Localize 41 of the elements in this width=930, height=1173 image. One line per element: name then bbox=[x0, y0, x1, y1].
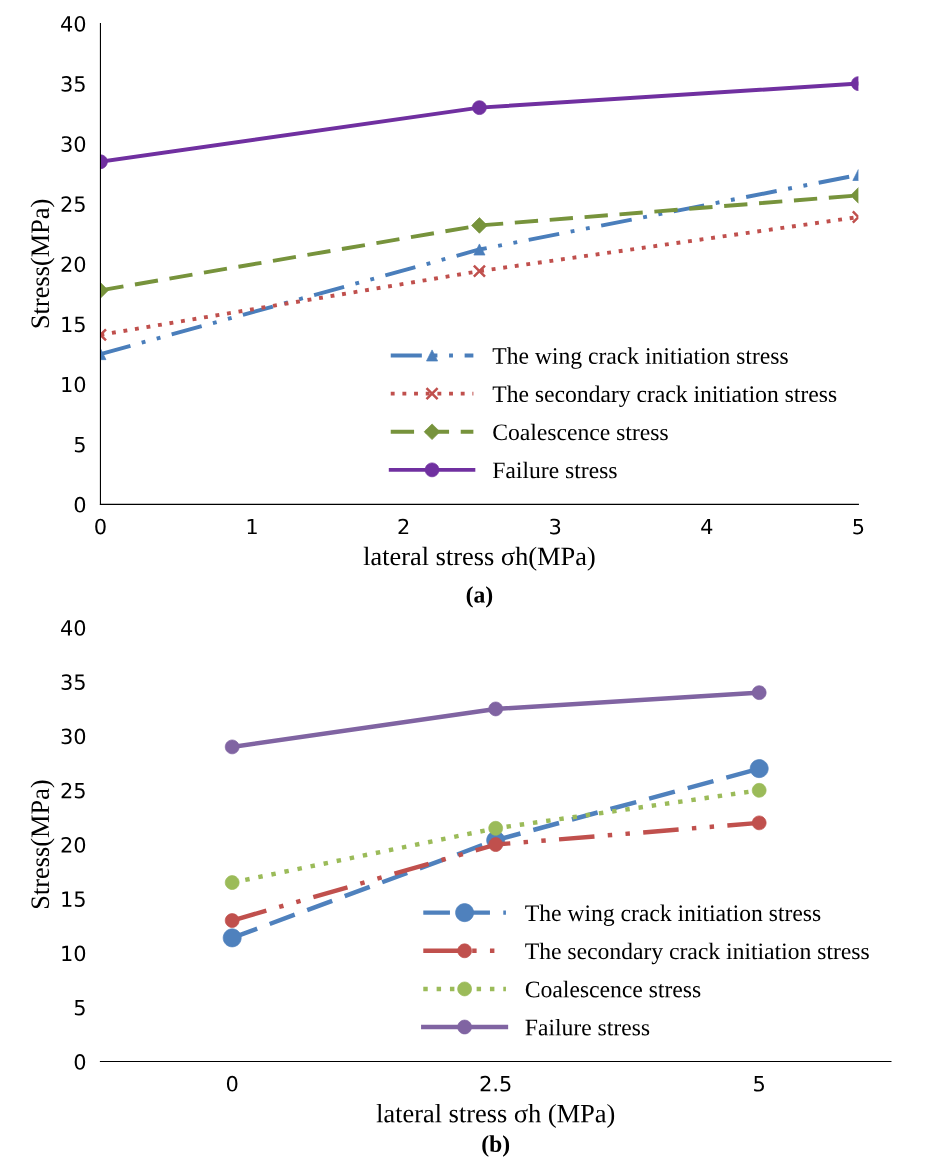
x-tick-label: 5 bbox=[754, 1076, 764, 1092]
y-tick-label: 35 bbox=[61, 674, 85, 691]
y-axis-title: Stress(MPa) bbox=[30, 780, 55, 909]
x-tick-label: 4 bbox=[701, 518, 713, 535]
x-tick-label: 2.5 bbox=[480, 1075, 511, 1092]
x-axis-title: lateral stress σh(MPa) bbox=[363, 546, 595, 571]
y-tick-label: 15 bbox=[62, 891, 85, 908]
x-tick-label: 2 bbox=[398, 518, 409, 535]
y-tick-label: 20 bbox=[61, 256, 86, 273]
x-tick-label: 5 bbox=[853, 518, 864, 535]
y-tick-label: 30 bbox=[61, 136, 86, 152]
y-tick-label: 0 bbox=[74, 496, 86, 513]
y-tick-label: 10 bbox=[62, 376, 86, 393]
y-tick-label: 10 bbox=[62, 945, 86, 962]
x-axis-title: lateral stress σh (MPa) bbox=[376, 1103, 615, 1128]
x-tick-label: 3 bbox=[550, 518, 561, 535]
legend-label: The wing crack initiation stress bbox=[525, 904, 821, 926]
y-tick-label: 40 bbox=[61, 620, 86, 636]
y-tick-label: 20 bbox=[61, 837, 86, 853]
y-tick-label: 30 bbox=[61, 728, 86, 745]
legend-label: The wing crack initiation stress bbox=[492, 347, 788, 369]
y-tick-label: 0 bbox=[74, 1054, 86, 1070]
legend-label: The secondary crack initiation stress bbox=[492, 385, 837, 407]
y-tick-label: 25 bbox=[61, 196, 85, 213]
legend-label: Coalescence stress bbox=[493, 423, 668, 441]
text: (a) bbox=[466, 586, 493, 608]
y-tick-label: 5 bbox=[74, 1000, 85, 1016]
y-tick-label: 35 bbox=[61, 76, 85, 92]
x-tick-label: 0 bbox=[95, 518, 106, 535]
text: (b) bbox=[482, 1135, 510, 1157]
legend-label: Failure stress bbox=[525, 1018, 650, 1036]
x-tick-label: 0 bbox=[226, 1075, 238, 1092]
legend-label: The secondary crack initiation stress bbox=[525, 942, 869, 965]
y-tick-label: 40 bbox=[61, 15, 86, 32]
y-tick-label: 5 bbox=[74, 437, 85, 453]
x-tick-label: 1 bbox=[247, 518, 257, 535]
y-tick-label: 25 bbox=[61, 782, 85, 799]
y-tick-label: 15 bbox=[62, 316, 85, 333]
legend-label: Coalescence stress bbox=[525, 980, 701, 998]
y-axis-title: Stress(MPa) bbox=[30, 199, 55, 328]
legend-label: Failure stress bbox=[492, 461, 617, 479]
